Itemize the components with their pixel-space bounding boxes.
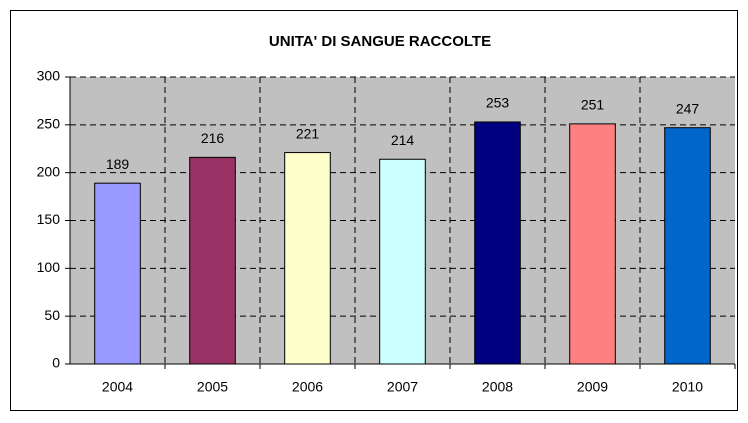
bar [189, 156, 236, 365]
value-label: 221 [296, 125, 320, 141]
bar [284, 152, 331, 365]
bar [94, 182, 141, 365]
x-tick-label: 2004 [102, 379, 133, 395]
y-tick-label: 200 [37, 163, 61, 179]
x-tick-label: 2008 [482, 379, 513, 395]
y-tick-label: 50 [44, 307, 60, 323]
value-label: 251 [581, 97, 605, 113]
y-tick-label: 100 [37, 259, 61, 275]
x-tick-label: 2009 [577, 379, 608, 395]
value-label: 247 [676, 100, 700, 116]
y-tick-label: 0 [52, 355, 60, 371]
value-label: 216 [201, 130, 225, 146]
bar [379, 158, 426, 365]
bar [569, 123, 616, 365]
value-label: 253 [486, 95, 510, 111]
x-tick-label: 2010 [672, 379, 703, 395]
value-label: 214 [391, 132, 415, 148]
bar [664, 127, 711, 365]
y-tick-label: 300 [37, 68, 61, 84]
value-label: 189 [106, 156, 130, 172]
chart-title: UNITA' DI SANGUE RACCOLTE [269, 33, 491, 50]
x-tick-label: 2005 [197, 379, 228, 395]
y-tick-label: 250 [37, 116, 61, 132]
x-tick-label: 2006 [292, 379, 323, 395]
x-tick-label: 2007 [387, 379, 418, 395]
bar [474, 121, 521, 365]
y-tick-label: 150 [37, 211, 61, 227]
